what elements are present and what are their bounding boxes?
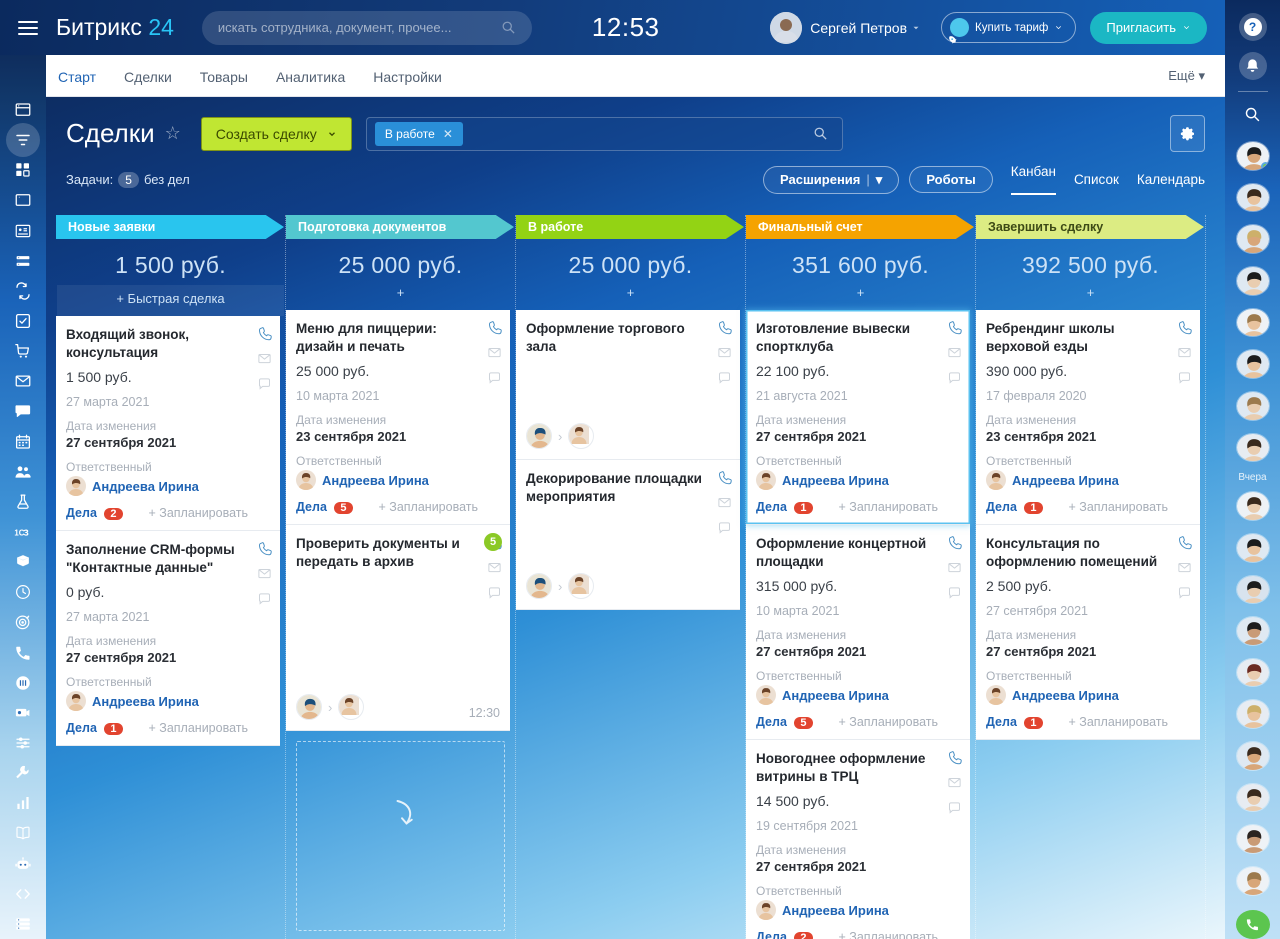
svg-text:1C: 1C bbox=[14, 528, 24, 537]
